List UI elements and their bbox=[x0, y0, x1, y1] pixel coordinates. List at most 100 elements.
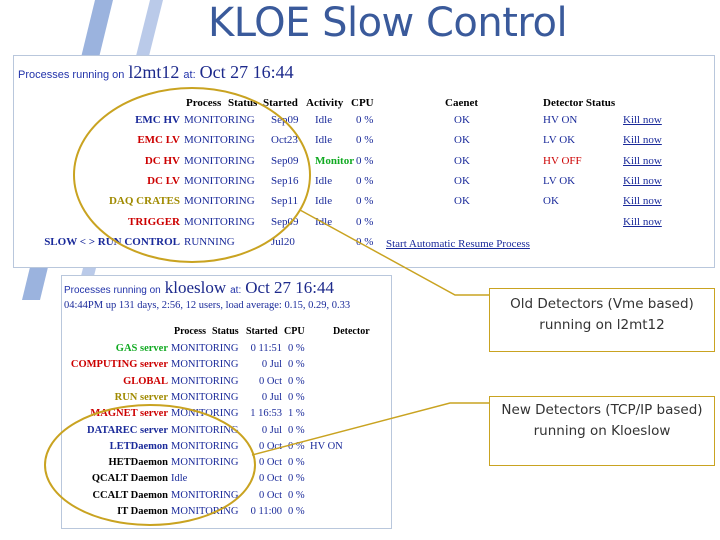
panel1-row-status: MONITORING bbox=[184, 134, 255, 147]
panel1-row-status: MONITORING bbox=[184, 114, 255, 126]
panel2-row-started: 0 Jul bbox=[261, 424, 282, 436]
panel1-row-status: MONITORING bbox=[184, 215, 255, 228]
panel1-row-activity: Idle bbox=[315, 195, 333, 208]
panel1-row-caenet: OK bbox=[454, 114, 470, 126]
panel1-row-status: MONITORING bbox=[184, 154, 255, 167]
panel2-row-cpu: 0 % bbox=[288, 391, 305, 403]
panel2-row-cpu: 1 % bbox=[288, 408, 305, 420]
panel1-row-caenet: OK bbox=[454, 195, 470, 208]
slide-title: KLOE Slow Control bbox=[208, 0, 568, 46]
panel2-row-detector: HV ON bbox=[310, 440, 343, 452]
panel2-header: Processes running on kloeslow at: Oct 27… bbox=[64, 278, 334, 298]
kloeslow-process-panel: Processes running on kloeslow at: Oct 27… bbox=[61, 275, 392, 529]
panel2-row-process: QCALT Daemon bbox=[91, 473, 168, 485]
panel2-row-process: DATAREC server bbox=[87, 424, 168, 436]
panel1-row-activity: Idle bbox=[315, 134, 333, 147]
panel1-row-cpu: 0 % bbox=[356, 174, 374, 187]
panel1-row-status: MONITORING bbox=[184, 174, 255, 187]
panel2-row-cpu: 0 % bbox=[288, 489, 305, 501]
panel2-row-status: MONITORING bbox=[171, 489, 239, 501]
panel1-row-caenet: OK bbox=[454, 174, 470, 187]
panel1-row-activity: Monitor bbox=[315, 154, 355, 167]
panel1-row-caenet: OK bbox=[454, 154, 470, 167]
panel2-row-started: 1 16:53 bbox=[250, 408, 282, 420]
panel2-row-cpu: 0 % bbox=[288, 359, 305, 371]
panel1-header: Processes running on l2mt12 at: Oct 27 1… bbox=[18, 62, 294, 83]
panel2-col-started: Started bbox=[246, 326, 278, 337]
panel1-row-detector-status: OK bbox=[543, 195, 559, 208]
kill-now-link[interactable]: Kill now bbox=[623, 174, 662, 187]
panel2-col-detector: Detector bbox=[333, 326, 370, 337]
panel1-row-process: SLOW < > RUN CONTROL bbox=[44, 235, 180, 248]
panel2-row-cpu: 0 % bbox=[288, 440, 305, 452]
old-detectors-callout: Old Detectors (Vme based) running on l2m… bbox=[489, 288, 715, 352]
kill-now-link[interactable]: Kill now bbox=[623, 195, 662, 208]
panel1-col-process: Process bbox=[186, 97, 222, 109]
panel1-col-cpu: CPU bbox=[351, 97, 374, 109]
panel1-row-process: EMC LV bbox=[137, 134, 180, 147]
panel2-at: at: bbox=[230, 285, 242, 296]
panel1-row-cpu: 0 % bbox=[356, 134, 374, 147]
panel1-row-activity: Idle bbox=[315, 174, 333, 187]
panel2-row-process: HETDaemon bbox=[108, 457, 168, 469]
panel2-col-process: Process bbox=[174, 326, 207, 337]
panel2-row-process: GLOBAL bbox=[123, 375, 168, 387]
panel2-row-cpu: 0 % bbox=[288, 473, 305, 485]
panel2-row-started: 0 Oct bbox=[258, 457, 282, 469]
panel1-row-detector-status: HV ON bbox=[543, 114, 578, 126]
panel1-row-activity: Idle bbox=[315, 114, 333, 126]
panel1-row-started: Sep09 bbox=[271, 215, 299, 228]
panel2-row-cpu: 0 % bbox=[288, 457, 305, 469]
panel1-col-started: Started bbox=[263, 97, 298, 109]
panel2-uptime: 04:44PM up 131 days, 2:56, 12 users, loa… bbox=[64, 300, 351, 311]
panel2-row-cpu: 0 % bbox=[288, 343, 305, 354]
panel2-row-process: RUN server bbox=[114, 391, 168, 403]
panel2-row-status: MONITORING bbox=[171, 391, 239, 403]
panel1-col-activity: Activity bbox=[306, 97, 344, 109]
panel2-host: kloeslow bbox=[164, 278, 227, 297]
panel1-row-cpu: 0 % bbox=[356, 114, 374, 126]
kill-now-link[interactable]: Kill now bbox=[623, 215, 662, 228]
panel2-row-process: COMPUTING server bbox=[70, 359, 168, 371]
panel1-row-process: DAQ CRATES bbox=[108, 195, 180, 208]
panel2-row-cpu: 0 % bbox=[288, 375, 305, 387]
panel1-at: at: bbox=[183, 69, 196, 81]
panel2-time: Oct 27 16:44 bbox=[245, 278, 335, 297]
panel2-row-started: 0 Oct bbox=[258, 440, 282, 452]
panel2-row-started: 0 Jul bbox=[261, 359, 282, 371]
panel1-row-process: DC LV bbox=[147, 174, 180, 187]
panel2-row-process: LETDaemon bbox=[109, 440, 168, 452]
new-detectors-callout: New Detectors (TCP/IP based) running on … bbox=[489, 396, 715, 466]
panel1-host: l2mt12 bbox=[128, 62, 180, 82]
panel1-row-status: MONITORING bbox=[184, 195, 255, 208]
panel1-row-caenet: OK bbox=[454, 134, 470, 147]
panel2-row-process: IT Daemon bbox=[117, 506, 168, 517]
panel1-row-started: Sep09 bbox=[271, 114, 299, 126]
panel1-row-cpu: 0 % bbox=[356, 195, 374, 208]
panel1-row-started: Oct23 bbox=[271, 134, 298, 147]
panel2-col-status: Status bbox=[212, 326, 239, 337]
panel2-row-started: 0 Oct bbox=[258, 473, 282, 485]
start-resume-link[interactable]: Start Automatic Resume Process bbox=[386, 238, 530, 250]
panel2-row-started: 0 Oct bbox=[258, 375, 282, 387]
panel1-row-cpu: 0 % bbox=[356, 215, 374, 228]
panel2-row-process: GAS server bbox=[115, 343, 168, 354]
panel2-row-started: 0 Oct bbox=[258, 489, 282, 501]
panel1-col-status: Status bbox=[228, 97, 258, 109]
panel2-row-status: MONITORING bbox=[171, 424, 239, 436]
panel1-row-process: EMC HV bbox=[135, 114, 180, 126]
panel1-row-status: RUNNING bbox=[184, 235, 235, 248]
kill-now-link[interactable]: Kill now bbox=[623, 154, 662, 167]
panel1-lead: Processes running on bbox=[18, 69, 125, 81]
panel1-row-cpu: 0 % bbox=[356, 154, 374, 167]
kill-now-link[interactable]: Kill now bbox=[623, 134, 662, 147]
panel1-col-caenet: Caenet bbox=[445, 97, 478, 109]
panel1-row-process: TRIGGER bbox=[128, 215, 180, 228]
panel2-col-cpu: CPU bbox=[284, 326, 305, 337]
kill-now-link[interactable]: Kill now bbox=[623, 114, 662, 126]
panel2-row-status: MONITORING bbox=[171, 506, 239, 517]
panel2-row-status: MONITORING bbox=[171, 375, 239, 387]
panel2-row-status: MONITORING bbox=[171, 408, 239, 420]
panel2-row-cpu: 0 % bbox=[288, 424, 305, 436]
panel1-col-detector-status: Detector Status bbox=[543, 97, 616, 109]
